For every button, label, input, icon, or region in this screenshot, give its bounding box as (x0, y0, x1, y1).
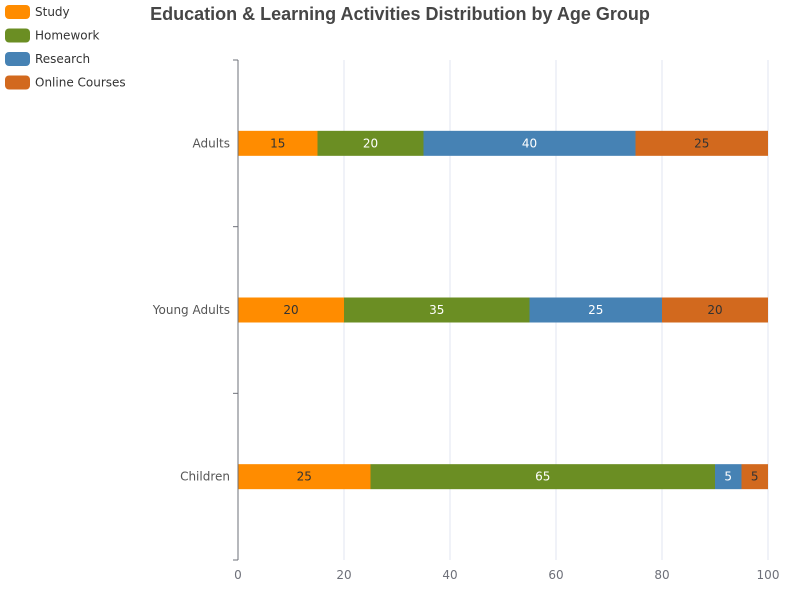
category-label: Young Adults (152, 303, 230, 317)
legend-label[interactable]: Homework (35, 29, 100, 43)
chart-title: Education & Learning Activities Distribu… (150, 4, 650, 24)
bar-value-label: 5 (751, 470, 759, 484)
bars: 25 65 5 5 20 35 25 20 15 20 40 25 (238, 130, 769, 490)
legend-swatch[interactable] (5, 28, 30, 43)
bar-value-label: 40 (522, 136, 537, 150)
legend-label[interactable]: Online Courses (35, 76, 126, 90)
bar-value-label: 65 (535, 470, 550, 484)
bar-value-label: 35 (429, 303, 444, 317)
bar-value-label: 20 (283, 303, 298, 317)
legend-label[interactable]: Research (35, 52, 90, 66)
bar-segment[interactable] (662, 297, 768, 323)
bar-value-label: 20 (363, 136, 378, 150)
legend-swatch[interactable] (5, 5, 30, 19)
legend[interactable]: Study Homework Research Online Courses (5, 5, 126, 90)
category-label: Adults (192, 136, 230, 150)
bar-value-label: 25 (694, 136, 709, 150)
x-tick-label: 0 (234, 568, 242, 582)
x-tick-label: 40 (442, 568, 457, 582)
bar-value-label: 20 (707, 303, 722, 317)
bar-segment[interactable] (423, 130, 636, 156)
legend-swatch[interactable] (5, 52, 30, 66)
x-tick-label: 60 (548, 568, 563, 582)
bar-segment[interactable] (238, 297, 344, 323)
bar-segment[interactable] (317, 130, 424, 156)
bar-segment[interactable] (344, 297, 530, 323)
bar-value-label: 25 (297, 470, 312, 484)
bar-segment[interactable] (741, 464, 769, 490)
bar-segment[interactable] (238, 464, 371, 490)
legend-swatch[interactable] (5, 75, 30, 90)
x-tick-label: 80 (654, 568, 669, 582)
x-tick-label: 20 (336, 568, 351, 582)
category-label: Children (180, 470, 230, 484)
bar-segment[interactable] (529, 297, 663, 323)
x-tick-label: 100 (757, 568, 780, 582)
bar-segment[interactable] (370, 464, 716, 490)
legend-label[interactable]: Study (35, 5, 70, 19)
axes: 0 20 40 60 80 100 Children Young Adults Adults (152, 59, 780, 582)
bar-value-label: 25 (588, 303, 603, 317)
bar-segment[interactable] (635, 130, 769, 156)
bar-value-label: 15 (270, 136, 285, 150)
bar-value-label: 5 (724, 470, 732, 484)
bar-segment[interactable] (715, 464, 742, 490)
bar-segment[interactable] (238, 130, 318, 156)
